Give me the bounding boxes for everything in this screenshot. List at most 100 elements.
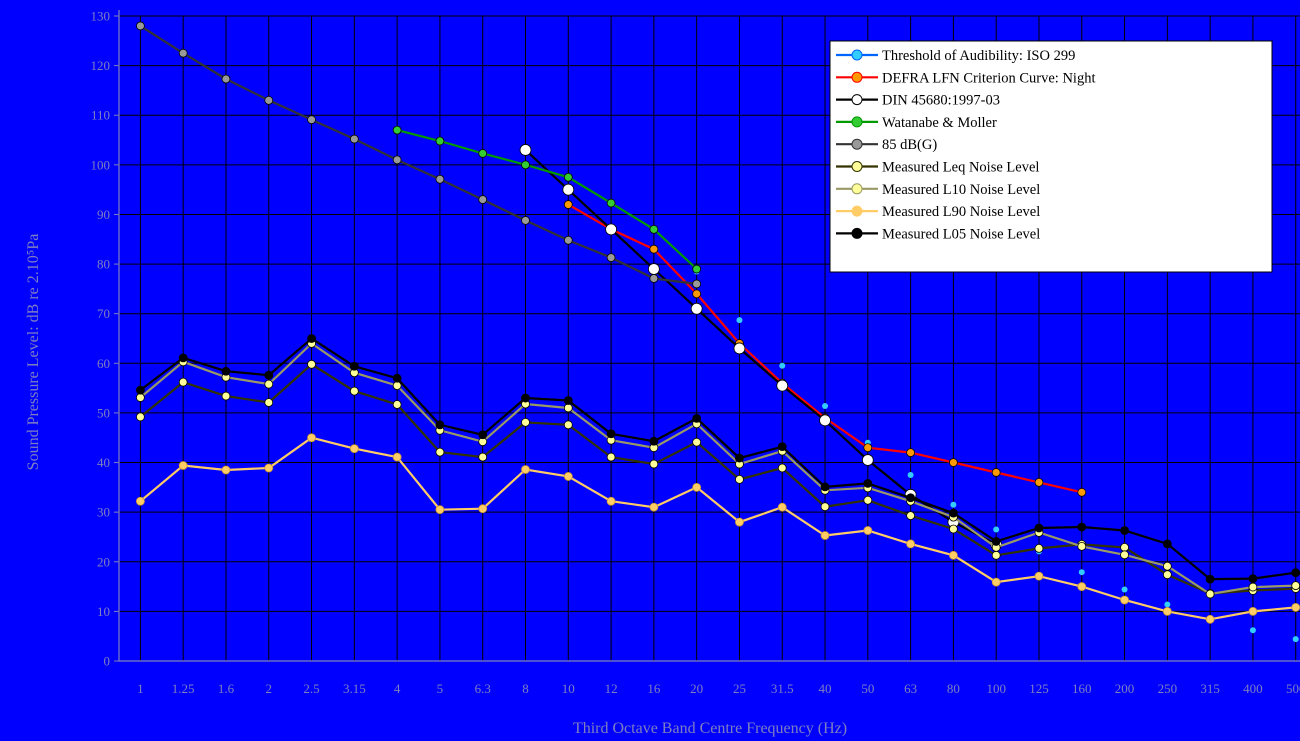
data-point	[991, 577, 1001, 587]
legend-label: Watanabe & Moller	[882, 115, 997, 131]
data-point	[563, 403, 573, 413]
x-tick-label: 50	[861, 681, 874, 696]
data-point	[392, 373, 402, 383]
x-tick-label: 2	[266, 681, 273, 696]
series-8	[135, 334, 1300, 584]
legend-item: Threshold of Audibility: ISO 299	[836, 48, 1075, 64]
x-tick-label: 31.5	[771, 681, 794, 696]
y-tick-label: 50	[97, 405, 110, 420]
data-point	[949, 458, 958, 467]
data-point	[478, 195, 488, 204]
y-tick-labels: 0 10 20 30 40 50 60 70 80 90 100 110 120 130	[91, 9, 111, 669]
data-point	[692, 279, 702, 289]
data-point	[1034, 543, 1044, 553]
data-point	[692, 413, 702, 423]
y-tick-label: 30	[97, 505, 110, 520]
data-point	[307, 115, 316, 125]
data-point	[562, 183, 575, 196]
legend-label: Measured L05 Noise Level	[882, 226, 1040, 242]
x-tick-label: 100	[986, 681, 1006, 696]
data-point	[135, 393, 145, 402]
data-point	[1078, 569, 1085, 576]
legend-item: 85 dB(G)	[836, 137, 937, 153]
data-point	[1077, 582, 1087, 591]
data-point	[1121, 586, 1128, 593]
data-point	[1120, 542, 1129, 552]
y-tick-label: 100	[91, 157, 111, 172]
data-point	[822, 402, 829, 409]
data-point	[863, 495, 873, 505]
data-point	[606, 253, 616, 263]
data-point	[264, 370, 274, 380]
data-point	[1205, 614, 1215, 624]
data-point	[563, 172, 573, 182]
data-point	[307, 334, 316, 343]
x-tick-label: 4	[394, 681, 401, 696]
data-point	[264, 95, 274, 105]
x-tick-label: 400	[1243, 681, 1263, 696]
y-tick-label: 130	[91, 9, 111, 24]
data-point	[349, 444, 359, 454]
data-point	[1205, 574, 1215, 584]
data-point	[307, 359, 316, 369]
data-point	[949, 550, 958, 560]
legend-label: 85 dB(G)	[882, 137, 937, 153]
legend-item: Measured Leq Noise Level	[836, 160, 1039, 176]
data-point	[690, 302, 703, 315]
data-point	[1034, 523, 1044, 533]
data-point	[779, 362, 786, 369]
x-tick-labels: 1 1.25 1.6 2 2.5 3.15 4 5 6.3 8 10 12 16 20 25 31.5 40 50…	[137, 681, 1300, 696]
data-point	[435, 136, 445, 146]
data-point	[649, 224, 659, 234]
data-point	[435, 174, 445, 184]
data-point	[178, 353, 188, 363]
data-point	[1034, 477, 1044, 487]
data-point	[435, 447, 445, 457]
x-tick-label: 12	[605, 681, 618, 696]
x-tick-label: 250	[1158, 681, 1178, 696]
legend-swatch-marker	[851, 161, 863, 172]
y-tick-label: 110	[91, 108, 110, 123]
y-tick-label: 90	[97, 207, 110, 222]
y-tick-label: 70	[97, 306, 110, 321]
data-point	[1248, 606, 1258, 616]
data-point	[392, 155, 402, 165]
x-tick-label: 1	[137, 681, 144, 696]
data-point	[349, 386, 359, 396]
data-point	[221, 366, 231, 376]
data-point	[991, 468, 1001, 477]
data-point	[135, 412, 145, 422]
series-4	[135, 21, 702, 289]
data-point	[1248, 582, 1258, 592]
x-tick-label: 1.6	[218, 681, 235, 696]
data-point	[820, 482, 830, 492]
data-point	[863, 526, 873, 535]
legend-item: Watanabe & Moller	[836, 115, 997, 131]
x-axis-label: Third Octave Band Centre Frequency (Hz)	[573, 720, 847, 737]
data-point	[1077, 487, 1087, 497]
x-tick-label: 16	[647, 681, 661, 696]
data-point	[221, 74, 231, 84]
data-point	[692, 482, 702, 492]
data-point	[949, 524, 958, 534]
data-point	[1249, 627, 1256, 634]
x-tick-label: 500	[1286, 681, 1300, 696]
data-point	[649, 436, 659, 446]
data-point	[264, 398, 274, 407]
x-tick-label: 20	[690, 681, 703, 696]
data-point	[178, 48, 188, 58]
x-tick-label: 3.15	[343, 681, 366, 696]
data-point	[521, 465, 530, 474]
data-point	[906, 448, 916, 458]
data-point	[1291, 603, 1300, 612]
data-point	[735, 475, 744, 484]
data-point	[264, 463, 274, 473]
data-point	[605, 223, 617, 236]
data-point	[1034, 571, 1044, 581]
data-point	[563, 396, 573, 405]
x-tick-label: 40	[819, 681, 832, 696]
data-point	[435, 505, 445, 515]
data-point	[735, 453, 744, 463]
legend-swatch-marker	[851, 205, 863, 217]
data-point	[907, 471, 914, 478]
